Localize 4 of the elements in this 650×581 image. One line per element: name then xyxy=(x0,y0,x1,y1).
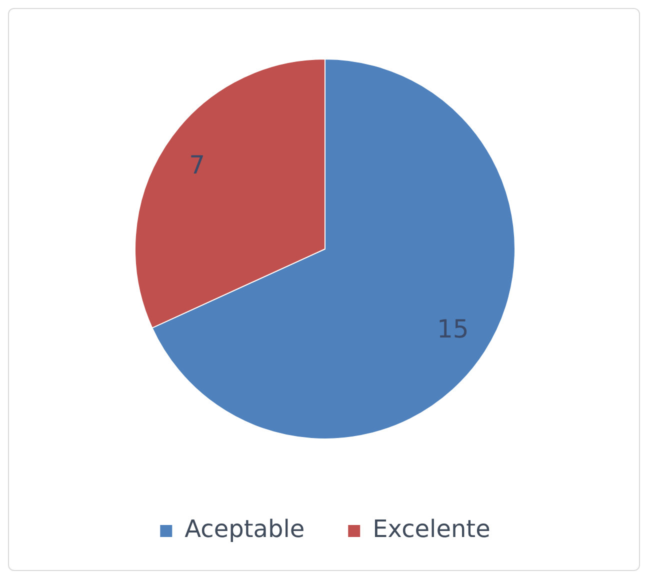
data-label: 7 xyxy=(189,150,206,180)
legend-label: Excelente xyxy=(372,515,490,544)
legend-label: Aceptable xyxy=(184,515,305,544)
data-label: 15 xyxy=(436,314,469,344)
